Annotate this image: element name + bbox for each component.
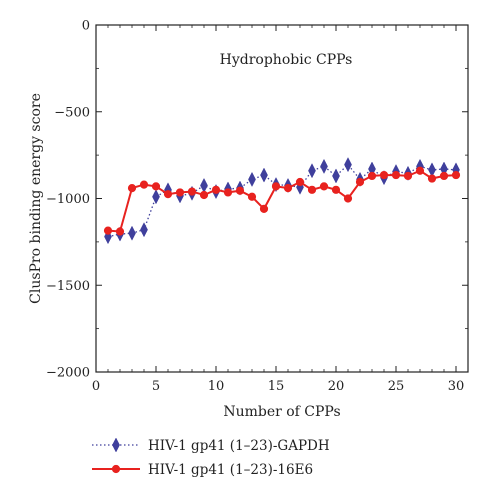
data-point	[260, 167, 268, 183]
data-point	[200, 177, 208, 194]
y-tick-label: −1000	[46, 192, 90, 207]
data-point	[344, 157, 352, 173]
legend-marker	[111, 464, 121, 474]
data-point	[343, 194, 353, 203]
x-tick-label: 20	[328, 379, 345, 394]
data-point	[355, 177, 365, 187]
x-tick-label: 25	[388, 379, 405, 394]
data-point	[151, 182, 161, 191]
x-tick-label: 15	[268, 379, 285, 394]
series-1	[104, 157, 460, 245]
data-point	[307, 185, 317, 194]
x-tick-label: 10	[208, 379, 225, 394]
data-point	[248, 171, 256, 187]
data-point	[320, 158, 328, 174]
y-tick-label: −2000	[46, 366, 90, 381]
x-tick-label: 0	[92, 379, 100, 394]
data-point	[439, 171, 449, 181]
data-point	[319, 182, 329, 191]
y-tick-label: −1500	[46, 279, 90, 294]
series-line	[107, 169, 457, 233]
data-point	[127, 183, 137, 193]
x-tick-label: 30	[448, 379, 465, 394]
legend-item-1: HIV-1 gp41 (1–23)-GAPDH	[92, 437, 330, 454]
data-point	[283, 183, 293, 193]
plot-frame	[95, 24, 469, 373]
data-point	[163, 190, 173, 199]
data-point	[247, 192, 257, 201]
data-point	[308, 163, 316, 179]
data-point	[211, 185, 221, 194]
data-point	[427, 174, 437, 183]
x-tick-label: 5	[152, 379, 160, 394]
series-2	[103, 166, 461, 236]
data-point	[103, 226, 113, 235]
chart-annotation: Hydrophobic CPPs	[220, 52, 353, 68]
axis-ticks: 0 5 10 15 20 25 30 0 −500 −1000 −1500 −2000	[46, 19, 468, 394]
data-point	[115, 227, 125, 236]
data-point	[175, 188, 185, 197]
data-point	[187, 187, 197, 196]
data-point	[199, 190, 209, 200]
legend-marker	[112, 437, 120, 453]
data-point	[140, 222, 148, 238]
data-point	[235, 186, 245, 195]
legend: HIV-1 gp41 (1–23)-GAPDH HIV-1 gp41 (1–23)…	[92, 437, 330, 478]
legend-item-2: HIV-1 gp41 (1–23)-16E6	[92, 462, 313, 478]
data-point	[451, 170, 461, 180]
data-point	[223, 188, 233, 197]
plot-area-border	[95, 24, 469, 373]
data-point	[367, 171, 377, 181]
series-layer	[103, 157, 461, 245]
data-point	[331, 185, 341, 194]
data-point	[295, 177, 305, 187]
y-tick-label: 0	[82, 19, 90, 34]
x-axis-title: Number of CPPs	[223, 404, 340, 420]
data-point	[332, 168, 340, 184]
data-point	[391, 170, 401, 180]
data-point	[415, 166, 425, 175]
data-point	[128, 225, 136, 241]
data-point	[139, 180, 149, 189]
data-point	[379, 170, 389, 180]
data-point	[271, 182, 281, 191]
data-point	[104, 229, 112, 245]
y-tick-label: −500	[54, 105, 90, 120]
legend-label: HIV-1 gp41 (1–23)-16E6	[148, 462, 313, 478]
legend-label: HIV-1 gp41 (1–23)-GAPDH	[148, 438, 330, 454]
data-point	[403, 171, 413, 181]
data-point	[259, 204, 269, 214]
y-axis-title: ClusPro binding energy score	[28, 93, 44, 304]
data-point	[152, 189, 160, 205]
